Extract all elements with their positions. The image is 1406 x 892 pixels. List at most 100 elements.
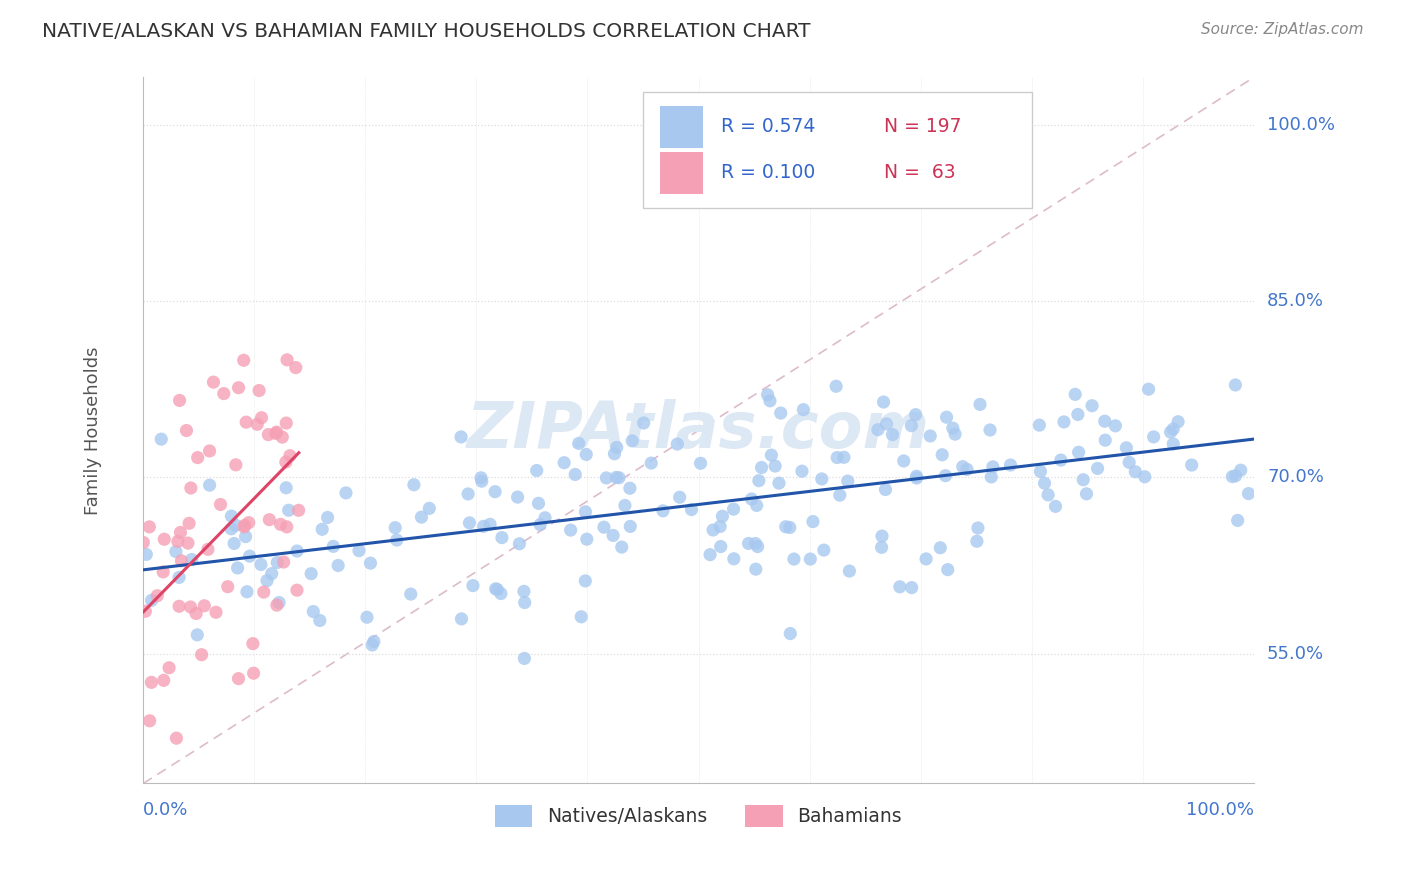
Point (276, 481, 298, 495)
Point (136, 788, 159, 802)
Point (212, 386, 235, 401)
Point (1160, 425, 1182, 439)
Point (264, 426, 287, 441)
Point (775, 520, 797, 534)
Point (450, 430, 472, 444)
Point (900, 418, 922, 433)
Text: ZIPAtlas.com: ZIPAtlas.com (467, 400, 929, 461)
Point (952, 459, 974, 474)
Point (900, 581, 922, 595)
Point (595, 471, 617, 485)
Point (418, 501, 440, 516)
Point (217, 580, 239, 594)
Point (316, 510, 339, 524)
Point (699, 548, 721, 562)
Point (256, 574, 278, 588)
Text: 100.0%: 100.0% (1267, 115, 1336, 134)
Text: N = 197: N = 197 (884, 118, 962, 136)
Point (1225, 468, 1247, 483)
Point (828, 488, 851, 502)
Point (723, 551, 745, 566)
Point (1115, 441, 1137, 455)
Point (485, 582, 508, 596)
Point (179, 599, 201, 614)
Text: R = 0.100: R = 0.100 (721, 163, 815, 182)
Point (152, 673, 174, 688)
Point (225, 458, 247, 472)
Point (745, 562, 768, 576)
Point (299, 566, 322, 581)
Point (347, 543, 370, 558)
Point (769, 406, 792, 420)
Point (652, 504, 675, 518)
Point (165, 731, 187, 746)
Point (942, 421, 965, 435)
Point (633, 416, 655, 430)
Point (825, 379, 848, 393)
Point (169, 525, 191, 540)
Point (737, 536, 759, 550)
Point (920, 429, 942, 443)
Point (187, 450, 209, 465)
Point (287, 503, 309, 517)
Point (981, 459, 1004, 474)
Point (169, 393, 191, 408)
Point (568, 436, 591, 450)
Point (810, 472, 832, 486)
Point (1071, 473, 1094, 487)
Point (311, 522, 333, 536)
Point (186, 628, 208, 642)
Point (761, 448, 783, 462)
Point (1118, 455, 1140, 469)
Point (260, 566, 283, 581)
Point (751, 460, 773, 475)
Point (967, 521, 990, 535)
Point (250, 410, 273, 425)
Text: 100.0%: 100.0% (1185, 801, 1254, 819)
Point (138, 520, 160, 534)
Point (768, 476, 790, 491)
Point (966, 534, 988, 549)
Point (799, 552, 821, 566)
Point (361, 638, 384, 652)
Point (1067, 445, 1090, 459)
Point (529, 517, 551, 532)
Point (969, 397, 991, 411)
FancyBboxPatch shape (659, 106, 703, 148)
Point (668, 490, 690, 504)
Point (602, 528, 624, 542)
Point (1225, 378, 1247, 392)
Text: NATIVE/ALASKAN VS BAHAMIAN FAMILY HOUSEHOLDS CORRELATION CHART: NATIVE/ALASKAN VS BAHAMIAN FAMILY HOUSEH… (42, 22, 811, 41)
Point (232, 353, 254, 368)
Point (219, 522, 242, 536)
Point (875, 483, 897, 497)
Point (266, 556, 288, 570)
Point (837, 474, 859, 488)
Point (253, 585, 276, 599)
Point (1226, 513, 1249, 527)
Point (276, 416, 298, 430)
Point (934, 468, 956, 483)
Point (564, 467, 586, 482)
Point (153, 533, 176, 547)
Point (943, 427, 966, 442)
Point (1087, 461, 1109, 475)
Point (152, 565, 174, 579)
Point (747, 540, 769, 554)
Point (1142, 430, 1164, 444)
Point (273, 555, 295, 569)
Point (613, 499, 636, 513)
Point (723, 502, 745, 516)
Point (1133, 469, 1156, 483)
Point (457, 487, 479, 501)
Point (1167, 415, 1189, 429)
Point (384, 521, 406, 535)
Point (915, 552, 938, 566)
Point (235, 530, 257, 544)
Text: N =  63: N = 63 (884, 163, 956, 182)
Point (741, 491, 763, 506)
Point (882, 427, 904, 442)
Point (866, 423, 889, 437)
Point (226, 561, 249, 575)
Point (929, 541, 952, 555)
